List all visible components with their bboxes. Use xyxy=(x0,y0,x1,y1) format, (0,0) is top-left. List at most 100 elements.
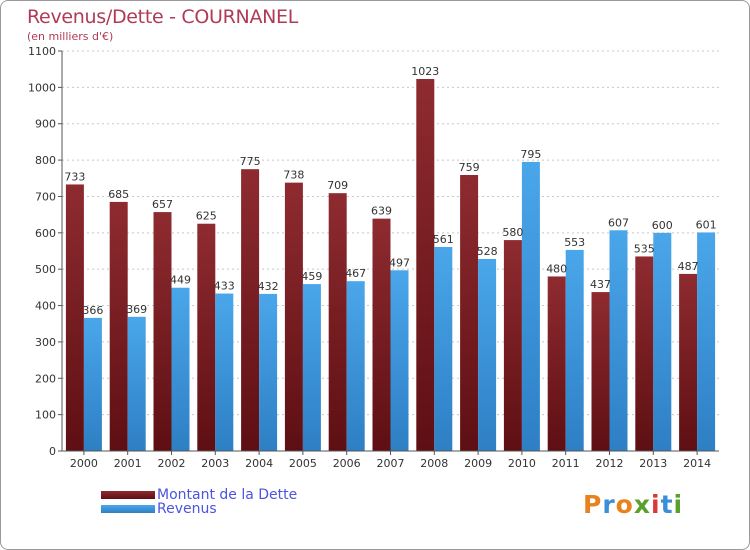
data-labels: 733 366 685 369 657 449 625 433 775 432 738 459 709 4… xyxy=(64,65,716,317)
data-label-revenue-2005: 459 xyxy=(301,270,322,283)
data-label-revenue-2009: 528 xyxy=(477,245,498,258)
logo-letter: x xyxy=(633,490,651,519)
y-tick-label: 600 xyxy=(35,227,56,240)
x-tick-label: 2011 xyxy=(552,457,580,470)
x-tick-label: 2013 xyxy=(639,457,667,470)
y-axis-ticks: 0 100 200 300 400 500 600 700 800 900 1000 1100 xyxy=(28,45,62,458)
legend-label-revenue: Revenus xyxy=(157,501,217,517)
x-tick-label: 2008 xyxy=(420,457,448,470)
data-label-debt-2004: 775 xyxy=(240,155,261,168)
data-label-revenue-2014: 601 xyxy=(696,218,717,231)
bar-revenue-2001 xyxy=(127,316,146,451)
data-label-debt-2012: 437 xyxy=(590,278,611,291)
data-label-debt-2011: 480 xyxy=(546,262,567,275)
data-label-revenue-2000: 366 xyxy=(82,304,103,317)
y-tick-label: 100 xyxy=(35,409,56,422)
y-tick-label: 700 xyxy=(35,190,56,203)
x-tick-label: 2001 xyxy=(114,457,142,470)
data-label-debt-2013: 535 xyxy=(634,242,655,255)
data-label-debt-2009: 759 xyxy=(459,161,480,174)
data-label-debt-2007: 639 xyxy=(371,205,392,218)
bar-revenue-2014 xyxy=(697,232,716,451)
legend-label-debt: Montant de la Dette xyxy=(157,487,298,503)
bar-revenue-2013 xyxy=(653,232,672,451)
bar-debt-2013 xyxy=(635,256,654,451)
x-tick-label: 2000 xyxy=(70,457,98,470)
legend-item-debt: Montant de la Dette xyxy=(101,487,298,503)
y-tick-label: 0 xyxy=(49,445,56,458)
bar-debt-2001 xyxy=(109,201,128,451)
bar-debt-2009 xyxy=(460,175,479,451)
data-label-debt-2006: 709 xyxy=(327,179,348,192)
data-label-revenue-2013: 600 xyxy=(652,219,673,232)
data-label-revenue-2004: 432 xyxy=(258,280,279,293)
bar-revenue-2000 xyxy=(83,317,102,451)
data-label-debt-2014: 487 xyxy=(678,260,699,273)
data-label-revenue-2008: 561 xyxy=(433,233,454,246)
data-label-revenue-2006: 467 xyxy=(345,267,366,280)
bar-debt-2004 xyxy=(241,169,260,451)
logo-letter: i xyxy=(651,490,661,519)
x-tick-label: 2003 xyxy=(201,457,229,470)
x-tick-label: 2006 xyxy=(333,457,361,470)
chart-subtitle: (en milliers d'€) xyxy=(27,30,114,43)
logo-letter: r xyxy=(602,490,616,519)
data-label-debt-2008: 1023 xyxy=(411,65,439,78)
bar-debt-2014 xyxy=(679,273,698,451)
legend-swatch-revenue xyxy=(101,505,155,513)
bar-revenue-2009 xyxy=(478,259,497,451)
bar-revenue-2012 xyxy=(609,230,628,451)
x-axis-ticks: 2000 2001 2002 2003 2004 2005 2006 2007 2008 2009… xyxy=(70,451,711,470)
data-label-revenue-2007: 497 xyxy=(389,256,410,269)
data-label-debt-2010: 580 xyxy=(502,226,523,239)
data-label-revenue-2010: 795 xyxy=(520,148,541,161)
bar-revenue-2007 xyxy=(390,270,409,451)
bar-debt-2000 xyxy=(65,184,84,452)
bar-revenue-2004 xyxy=(259,293,278,451)
data-label-revenue-2002: 449 xyxy=(170,274,191,287)
x-tick-label: 2005 xyxy=(289,457,317,470)
data-label-revenue-2011: 553 xyxy=(564,236,585,249)
legend-swatch-debt xyxy=(101,491,155,499)
data-label-debt-2005: 738 xyxy=(283,169,304,182)
y-tick-label: 300 xyxy=(35,336,56,349)
bar-debt-2011 xyxy=(547,276,566,451)
bars xyxy=(65,79,716,452)
y-tick-label: 200 xyxy=(35,372,56,385)
bar-revenue-2002 xyxy=(171,287,190,451)
bar-revenue-2008 xyxy=(434,247,453,451)
bar-revenue-2006 xyxy=(346,281,365,451)
data-label-debt-2003: 625 xyxy=(196,210,217,223)
bar-revenue-2010 xyxy=(521,161,540,451)
x-tick-label: 2012 xyxy=(596,457,624,470)
bar-revenue-2005 xyxy=(302,284,321,451)
bar-debt-2003 xyxy=(197,223,216,451)
bar-revenue-2011 xyxy=(565,249,584,451)
legend-item-revenue: Revenus xyxy=(101,501,297,517)
x-tick-label: 2004 xyxy=(245,457,273,470)
y-tick-label: 1000 xyxy=(28,81,56,94)
bar-debt-2006 xyxy=(328,193,347,451)
legend: Montant de la Dette Revenus xyxy=(101,487,298,517)
x-tick-label: 2014 xyxy=(683,457,711,470)
logo-letter: t xyxy=(660,490,674,519)
x-tick-label: 2002 xyxy=(158,457,186,470)
bar-debt-2008 xyxy=(416,79,435,451)
data-label-debt-2001: 685 xyxy=(108,188,129,201)
bar-debt-2005 xyxy=(284,182,303,452)
x-tick-label: 2010 xyxy=(508,457,536,470)
chart-title: Revenus/Dette - COURNANEL xyxy=(27,6,299,28)
x-tick-label: 2009 xyxy=(464,457,492,470)
y-tick-label: 800 xyxy=(35,154,56,167)
data-label-revenue-2001: 369 xyxy=(126,303,147,316)
proxiti-logo: Proxiti xyxy=(583,490,683,519)
bar-debt-2010 xyxy=(503,240,522,451)
x-tick-label: 2007 xyxy=(377,457,405,470)
bar-debt-2002 xyxy=(153,212,172,451)
y-tick-label: 1100 xyxy=(28,45,56,58)
y-tick-label: 400 xyxy=(35,300,56,313)
bar-debt-2012 xyxy=(591,292,610,451)
logo-letter: o xyxy=(615,490,634,519)
